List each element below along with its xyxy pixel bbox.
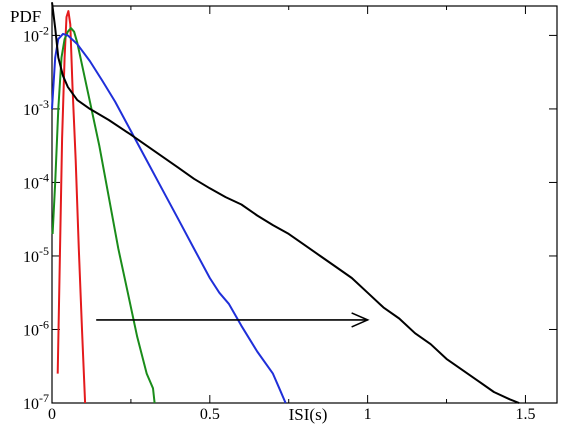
y-tick-label: 10-5 [23,244,49,266]
y-tick-label: 10-6 [23,317,49,339]
y-tick-label: 10-2 [23,23,49,45]
y-tick-label: 10-4 [23,170,49,192]
series-line-3 [51,2,520,404]
x-tick-label: 1 [364,406,372,423]
series-line-2 [51,32,287,404]
x-axis-label: ISI(s) [289,405,328,424]
x-tick-label: 0.5 [200,406,220,423]
axis-ticks: 0 0.5 1 1.5 10-7 10-6 10-5 10-4 10-3 10-2 [23,6,557,423]
x-tick-label: 1.5 [515,406,535,423]
annotation-group [96,312,370,328]
series-line-1 [51,27,156,404]
y-tick-label: 10-3 [23,97,49,119]
arrow-head [351,312,370,328]
x-tick-label: 0 [48,406,56,423]
y-tick-label: 10-7 [23,391,49,413]
plot-frame [51,5,558,404]
y-axis-label: PDF [10,7,41,26]
series-line-0 [56,10,87,404]
series-group [51,2,520,404]
